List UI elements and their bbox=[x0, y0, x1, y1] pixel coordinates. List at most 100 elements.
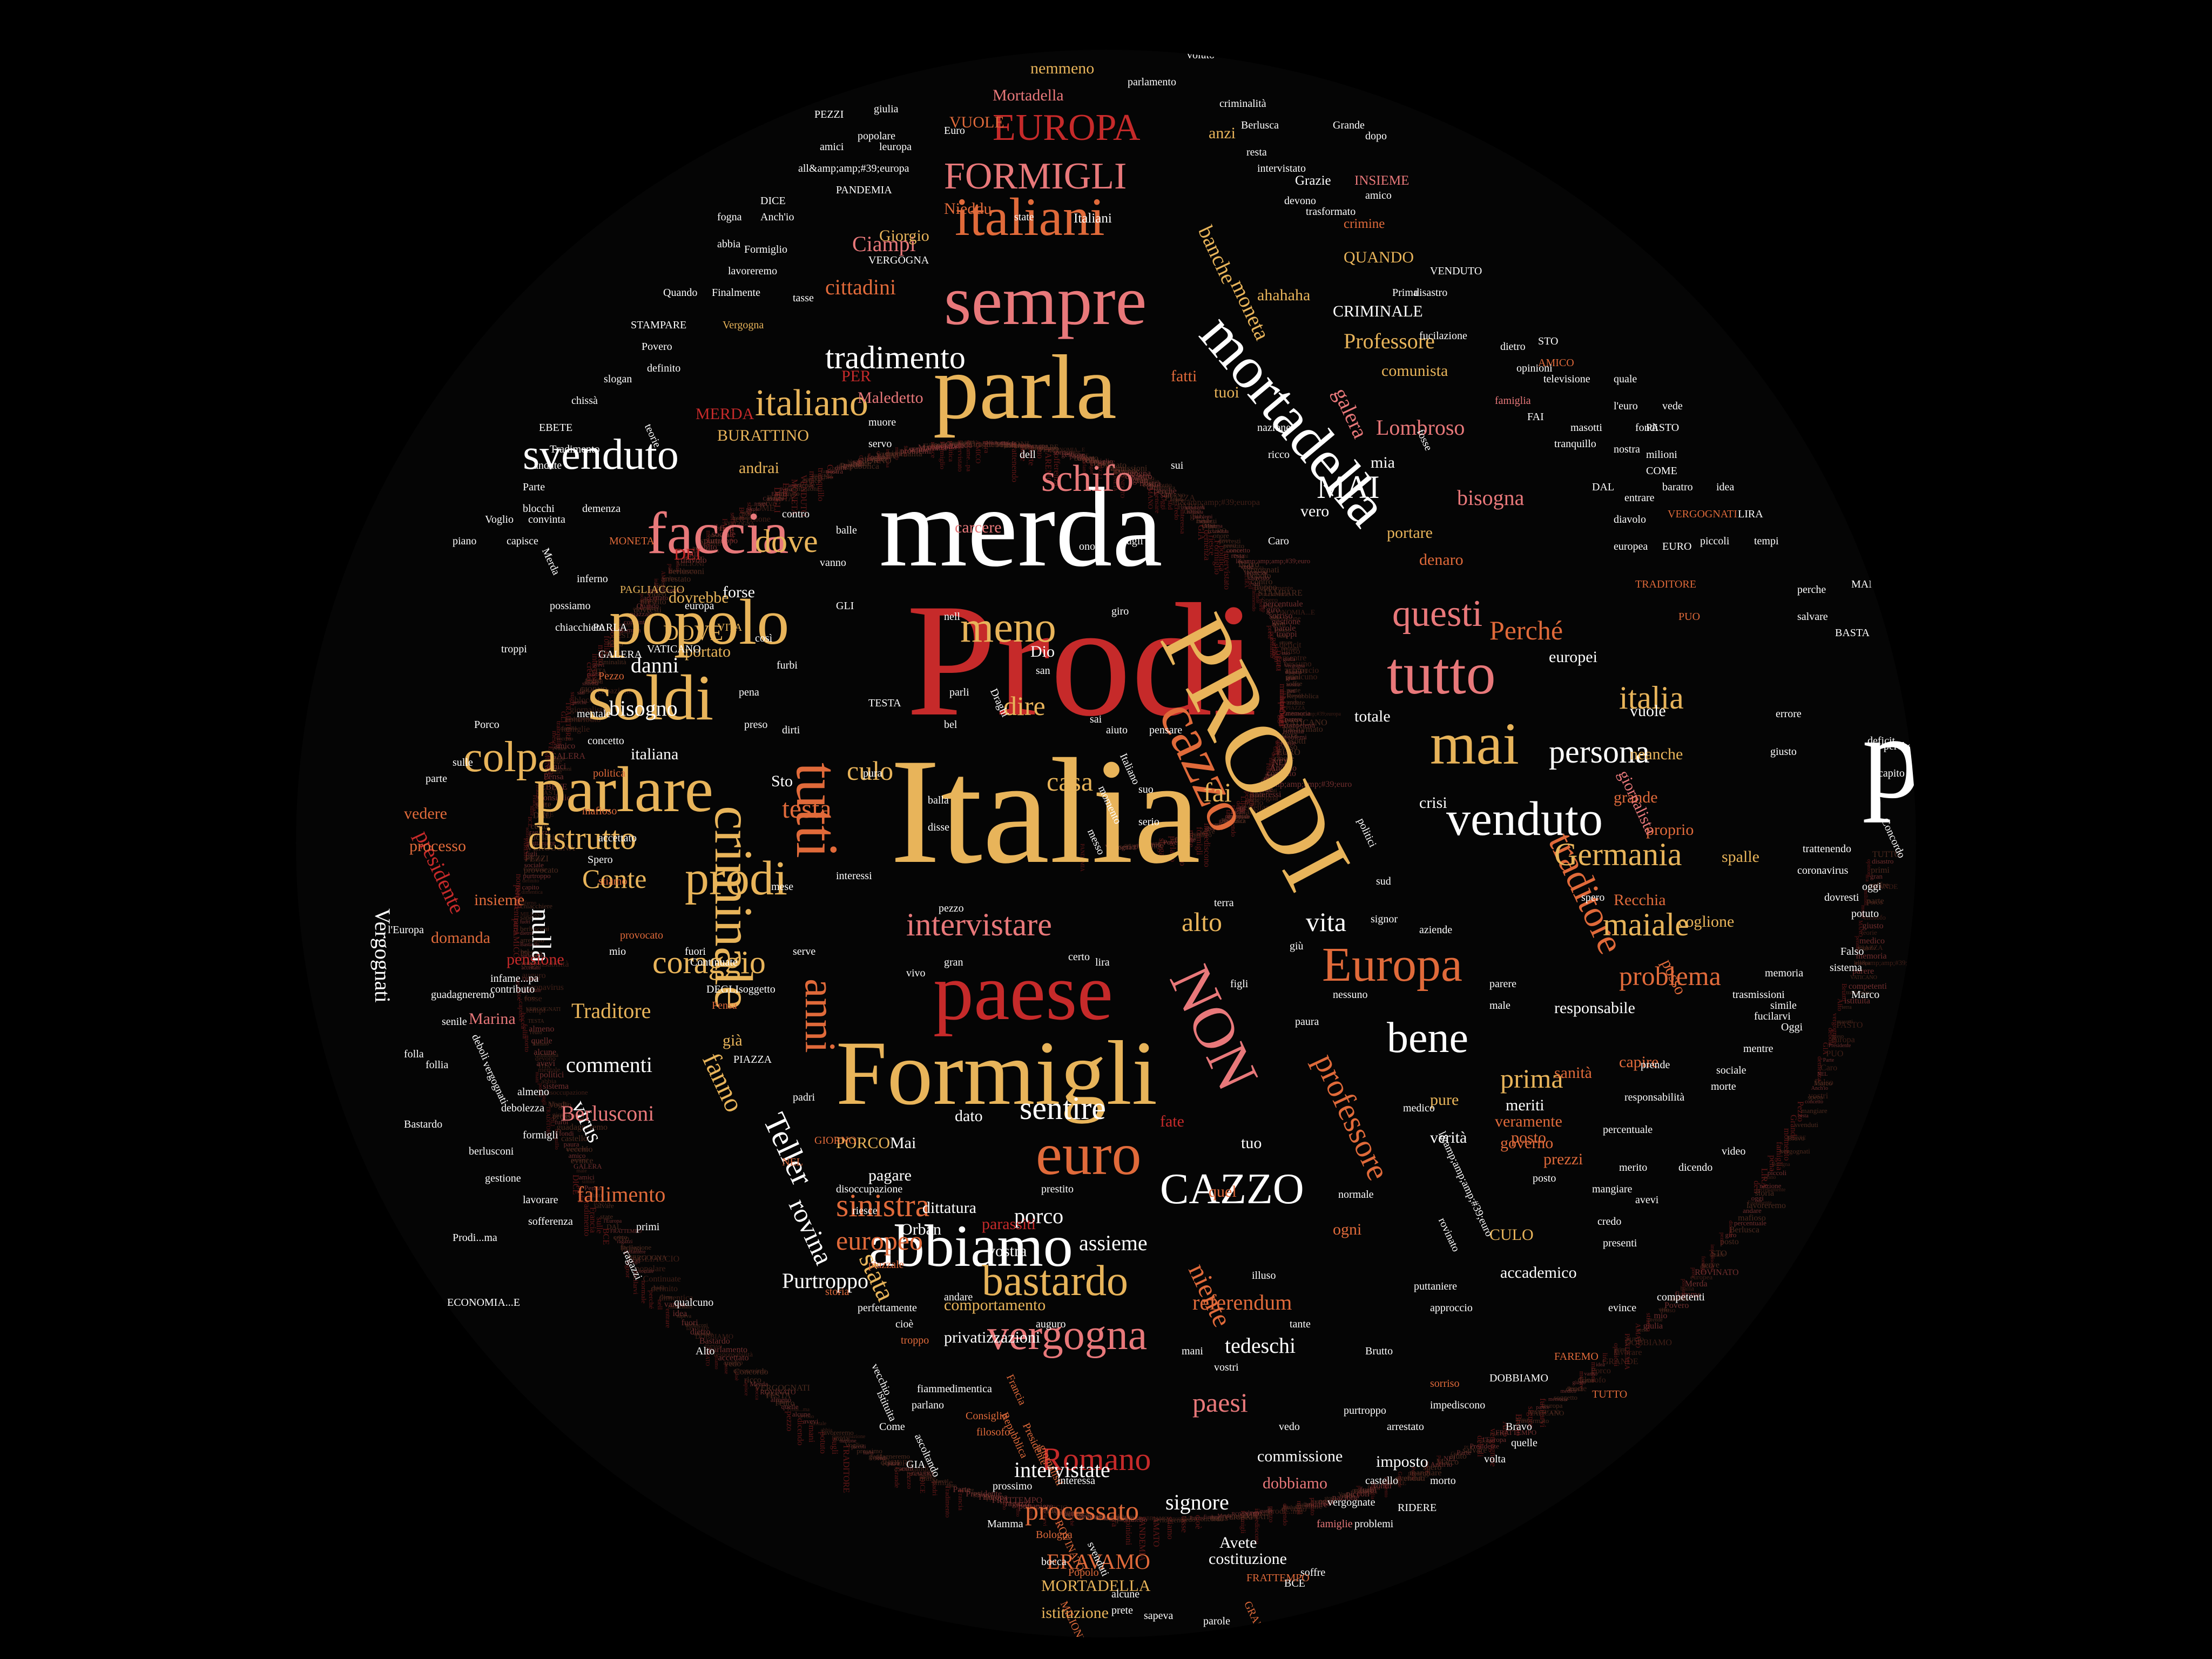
word-testa: testa bbox=[782, 793, 832, 824]
filler-word: almeno bbox=[770, 1395, 792, 1404]
filler-word: parere bbox=[1536, 1405, 1550, 1411]
word-abbia: abbia bbox=[717, 238, 741, 250]
filler-word: giusto bbox=[1862, 921, 1884, 931]
word-gli: GLI bbox=[836, 600, 854, 612]
filler-word: STO bbox=[1208, 824, 1221, 832]
word-male: male bbox=[1489, 1000, 1510, 1011]
filler-word: parere bbox=[1852, 967, 1874, 976]
filler-word: Pensa bbox=[543, 772, 564, 781]
word-mia: mia bbox=[1371, 454, 1395, 471]
filler-word: dimentica bbox=[521, 889, 543, 895]
word-sempre: sempre bbox=[944, 262, 1147, 340]
filler-word: male bbox=[576, 1168, 587, 1175]
word-piccoli: piccoli bbox=[1700, 535, 1730, 547]
filler-word: VITA bbox=[875, 451, 896, 461]
word-trasmissioni: trasmissioni bbox=[1732, 989, 1785, 1001]
word-deboli: deboli bbox=[469, 1032, 492, 1062]
word-basta: BASTA bbox=[1835, 627, 1870, 639]
filler-word: arrestato bbox=[520, 935, 544, 944]
word-certo: certo bbox=[1068, 951, 1090, 963]
filler-word: sorriso bbox=[1053, 448, 1073, 457]
word-pensione: pensione bbox=[507, 950, 564, 968]
filler-word: evince bbox=[802, 476, 821, 485]
filler-word: l'euro bbox=[607, 640, 623, 649]
word-amato: AMATO bbox=[809, 82, 847, 93]
word-alcune: alcune bbox=[1111, 1588, 1140, 1600]
word-danni: danni bbox=[631, 653, 679, 677]
word-colpa: colpa bbox=[463, 733, 557, 781]
word-sociale: sociale bbox=[1716, 1064, 1746, 1076]
filler-word: interessi bbox=[1244, 568, 1268, 576]
filler-word: ROVINATO bbox=[760, 1387, 796, 1396]
word-baratro: baratro bbox=[1662, 481, 1693, 493]
filler-word: Repubblica bbox=[1286, 692, 1319, 700]
word-intervistate: intervistate bbox=[1014, 1458, 1110, 1482]
filler-word: NEL bbox=[1272, 758, 1289, 767]
word-teller: Teller bbox=[756, 1107, 821, 1191]
filler-word: l&amp;amp;amp;#39;euro bbox=[1236, 556, 1311, 565]
filler-word: mafioso bbox=[1297, 1501, 1314, 1508]
word-possiamo: possiamo bbox=[550, 600, 591, 612]
filler-word: definito bbox=[651, 1284, 678, 1293]
filler-word: nessuno bbox=[1124, 842, 1142, 849]
filler-word: VERGOGNA bbox=[627, 1253, 667, 1262]
filler-word: GIORNO bbox=[1164, 493, 1185, 499]
filler-word: vanno bbox=[1089, 1513, 1107, 1521]
filler-word: storia bbox=[833, 1434, 849, 1443]
word-responsabile: responsabile bbox=[1554, 999, 1635, 1017]
filler-word: avevi bbox=[592, 663, 605, 669]
filler-word: leuropa bbox=[1541, 1401, 1563, 1410]
filler-word: fosse bbox=[524, 994, 542, 1003]
filler-word: prende bbox=[1168, 1516, 1187, 1525]
filler-word: andate bbox=[1286, 698, 1305, 706]
filler-word: dirti bbox=[1147, 482, 1162, 492]
word-fallimento: fallimento bbox=[577, 1182, 666, 1206]
word-folla: folla bbox=[404, 1048, 424, 1060]
filler-word: preso bbox=[1278, 742, 1298, 752]
word-mentale: mentale bbox=[577, 708, 611, 720]
filler-word: politici bbox=[539, 1070, 564, 1080]
word-posto: posto bbox=[1511, 1129, 1547, 1147]
filler-word: Repubblica bbox=[840, 462, 879, 471]
word-blocchi: blocchi bbox=[523, 503, 555, 515]
word-istituzione: istituzione bbox=[1041, 1604, 1109, 1622]
word-parassiti: parassiti bbox=[982, 1215, 1036, 1233]
filler-word: normale bbox=[639, 1280, 648, 1304]
filler-word: arrestato bbox=[694, 1331, 713, 1338]
word-mai: mai bbox=[1430, 711, 1519, 777]
word-portato: portato bbox=[685, 643, 731, 660]
filler-word: EURO bbox=[923, 443, 938, 449]
filler-word: fosse bbox=[931, 441, 946, 450]
filler-word: bel bbox=[968, 440, 975, 446]
word-nieddu: Nieddu bbox=[944, 200, 992, 218]
filler-word: tempi bbox=[620, 622, 633, 629]
word-dice: DICE bbox=[760, 195, 786, 207]
filler-word: dopo bbox=[886, 449, 900, 457]
filler-word: popolare bbox=[635, 1264, 666, 1274]
filler-word: fondi bbox=[875, 1455, 887, 1462]
filler-word: PARLA bbox=[1177, 502, 1205, 511]
filler-word: gran bbox=[1286, 676, 1296, 682]
filler-word: competenti bbox=[1284, 721, 1316, 730]
filler-word: istituita bbox=[1844, 996, 1870, 1006]
filler-word: fondi bbox=[1373, 1481, 1392, 1491]
word-europa: EUROPA bbox=[993, 107, 1141, 149]
filler-word: famiglie bbox=[1136, 477, 1159, 485]
word-tradimento: tradimento bbox=[825, 340, 966, 375]
filler-word: fogna bbox=[867, 454, 887, 463]
word-come: Come bbox=[879, 1421, 905, 1433]
filler-word: puttaniere bbox=[624, 1249, 646, 1255]
filler-word: resta bbox=[1231, 551, 1245, 559]
filler-word: Caro bbox=[1451, 1451, 1461, 1458]
filler-word: FAREMO bbox=[522, 838, 529, 860]
word-grande: Grande bbox=[1333, 119, 1365, 131]
filler-word: televisione bbox=[733, 515, 771, 524]
filler-word: l'Europa bbox=[979, 1493, 1008, 1502]
filler-word: così bbox=[913, 444, 925, 453]
filler-word: capito bbox=[522, 883, 539, 892]
word-spero: spero bbox=[1581, 892, 1605, 903]
filler-word: Prodi...ma bbox=[787, 1406, 810, 1413]
filler-word: Pezzo bbox=[1795, 1101, 1805, 1122]
filler-word: Anch'io bbox=[1269, 763, 1297, 773]
filler-word: almeno bbox=[1245, 1510, 1262, 1516]
